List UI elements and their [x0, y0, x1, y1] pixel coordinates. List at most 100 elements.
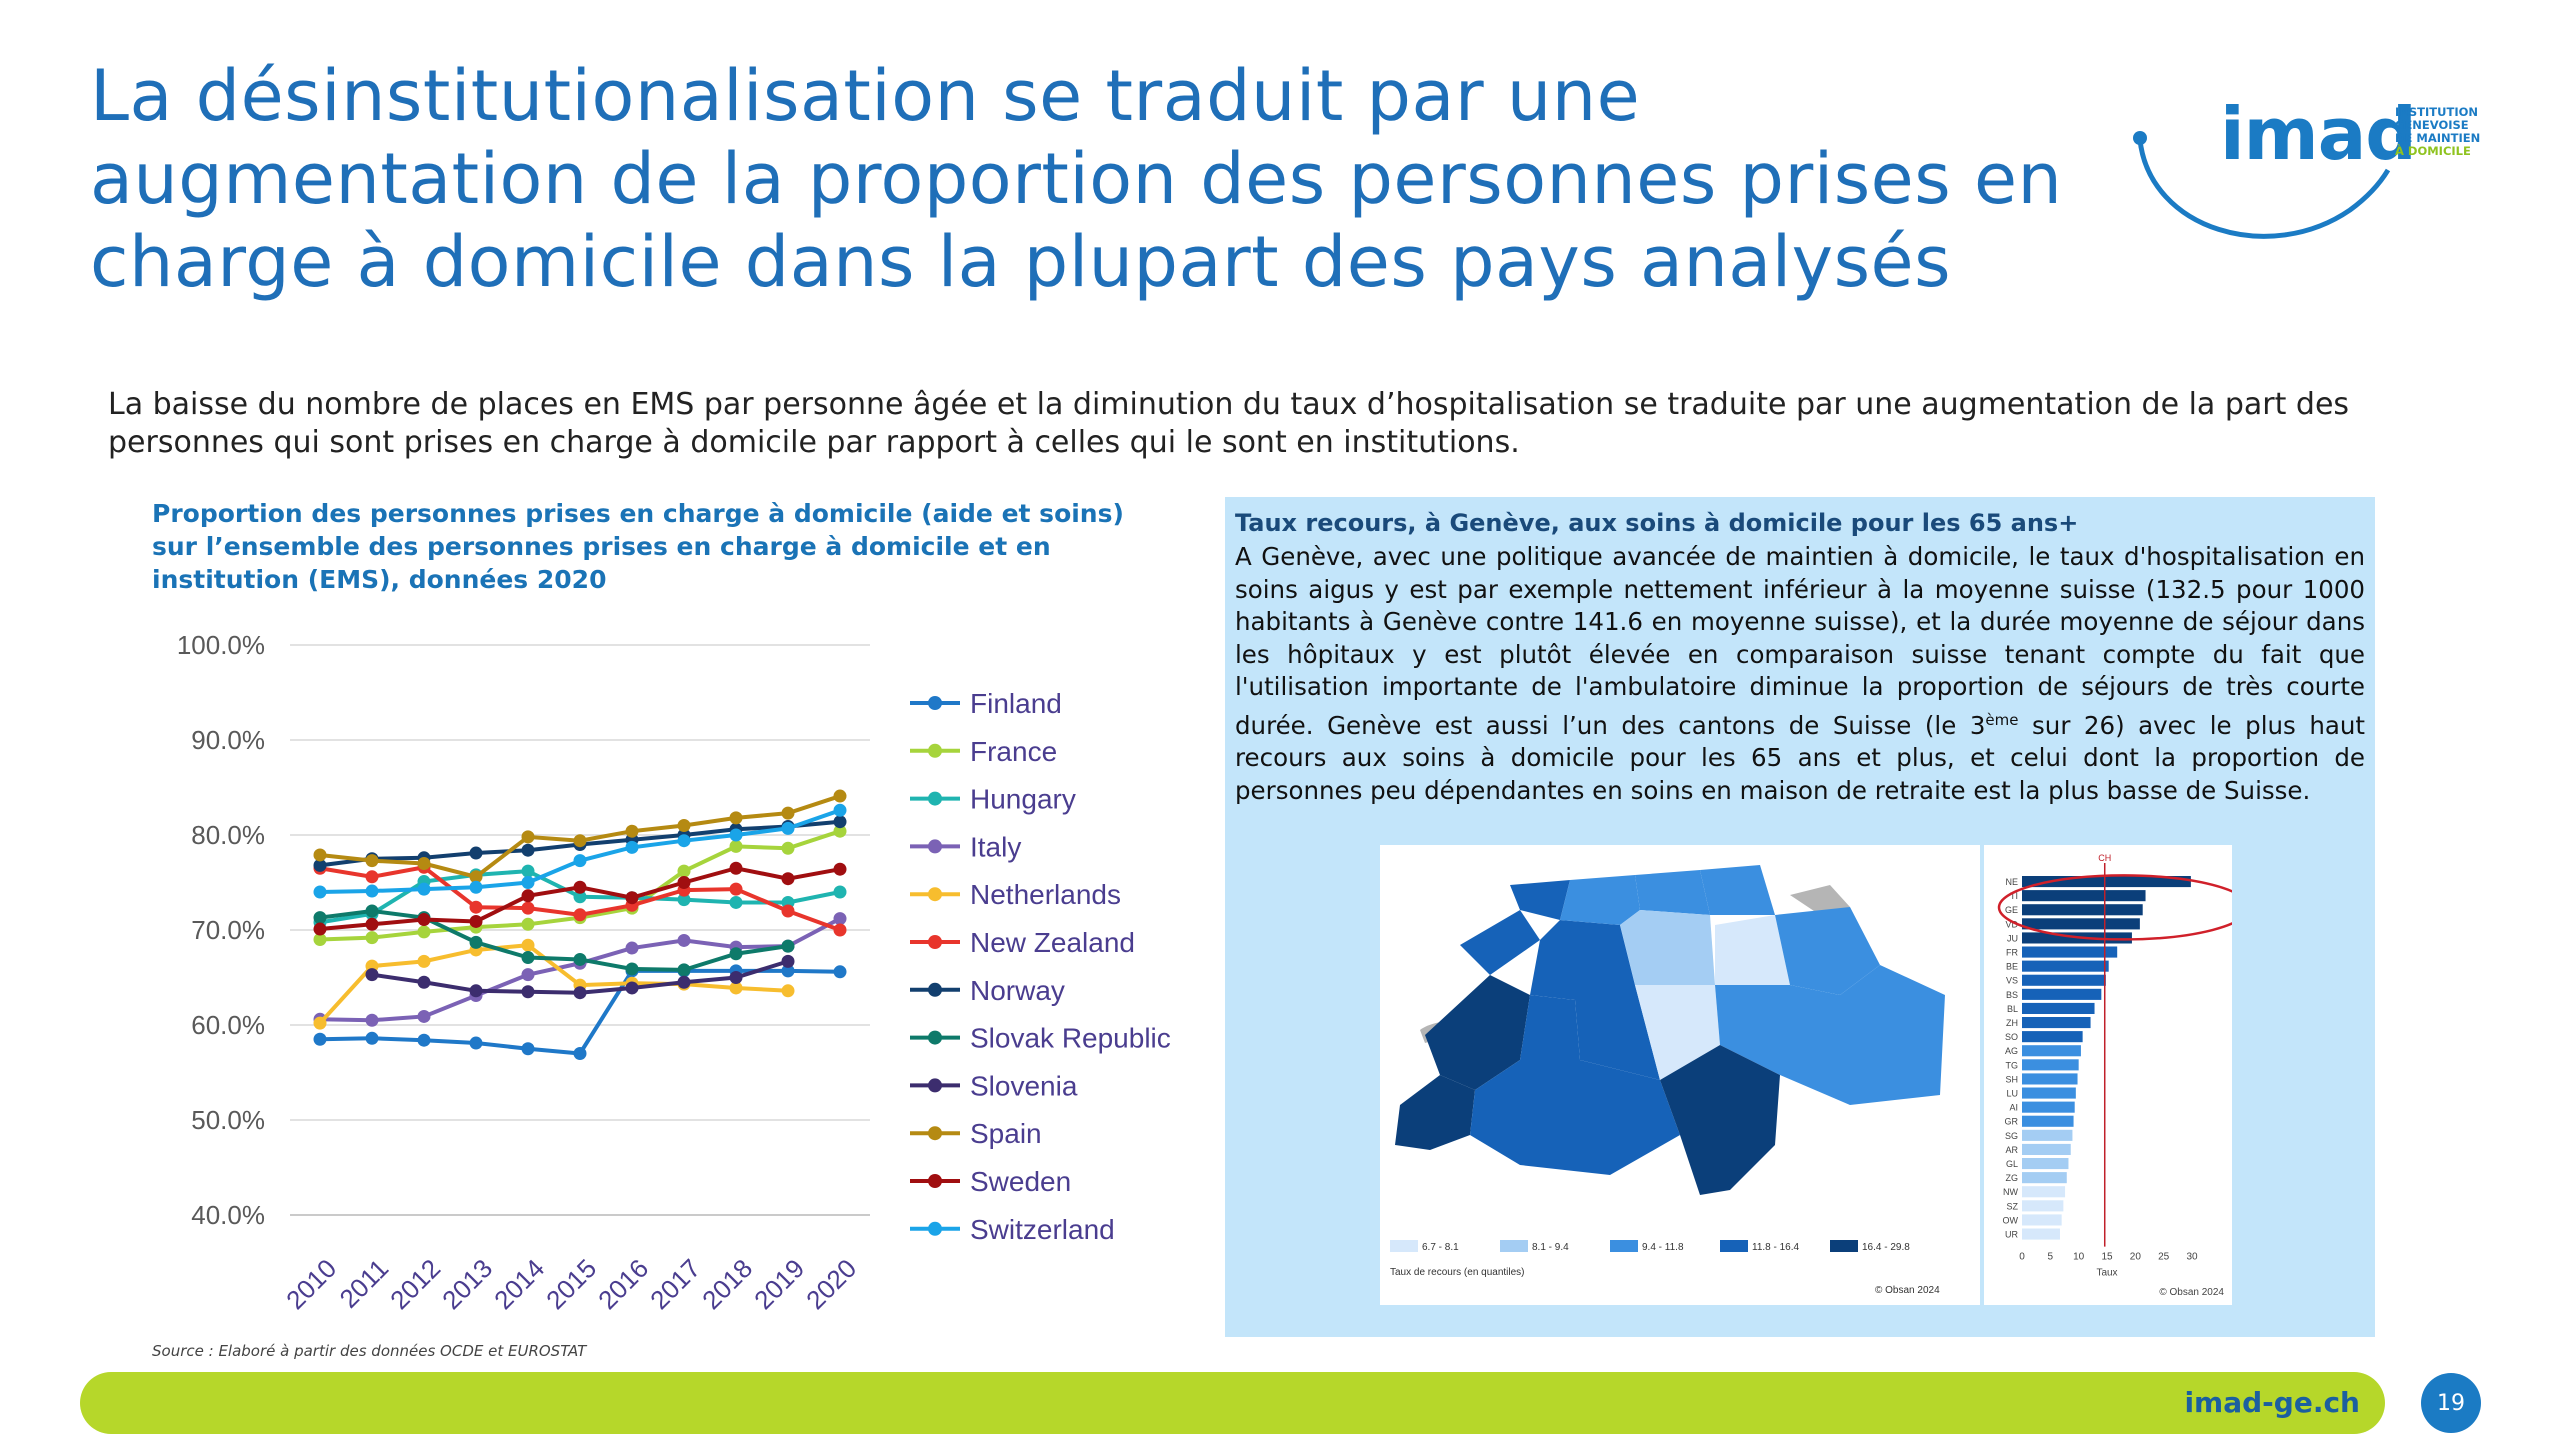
y-tick-label: 100.0%	[177, 630, 265, 660]
data-point	[521, 901, 535, 915]
legend-item: Sweden	[910, 1166, 1071, 1197]
data-point	[469, 1036, 483, 1050]
bar	[2022, 946, 2118, 958]
data-point	[417, 882, 431, 896]
y-tick-label: 60.0%	[191, 1010, 265, 1040]
map-credit: © Obsan 2024	[1875, 1285, 1940, 1296]
data-point	[521, 843, 535, 857]
imad-logo: imad INSTITUTION GENEVOISE DE MAINTIEN À…	[2120, 90, 2500, 265]
bar-category-label: SH	[2005, 1074, 2018, 1084]
data-point	[729, 811, 743, 825]
data-point	[365, 968, 379, 982]
legend-item: Hungary	[910, 784, 1076, 815]
data-point	[365, 931, 379, 945]
bar	[2022, 1059, 2079, 1071]
map-legend-swatch-2	[1500, 1240, 1528, 1252]
bar-x-tick: 25	[2158, 1252, 2170, 1263]
data-point	[833, 815, 847, 829]
legend-item: France	[910, 736, 1057, 767]
map-legend-title: Taux de recours (en quantiles)	[1390, 1267, 1525, 1278]
lake-constance	[1790, 885, 1850, 915]
bar	[2022, 988, 2102, 1000]
data-point	[625, 824, 639, 838]
data-point	[313, 848, 327, 862]
x-tick-label: 2013	[436, 1253, 498, 1315]
logo-wordmark: imad	[2220, 92, 2417, 176]
data-point	[313, 922, 327, 936]
bar-category-label: SO	[2005, 1032, 2018, 1042]
map-legend-label-5: 16.4 - 29.8	[1862, 1242, 1910, 1253]
bar-x-tick: 10	[2073, 1252, 2085, 1263]
canton-LU	[1620, 910, 1715, 985]
panel-title: Taux recours, à Genève, aux soins à domi…	[1235, 509, 2079, 537]
bar	[2022, 918, 2140, 930]
legend-item: Netherlands	[910, 879, 1121, 910]
bar-x-tick: 30	[2186, 1252, 2198, 1263]
data-point	[729, 981, 743, 995]
bar	[2022, 960, 2109, 972]
data-point	[365, 1031, 379, 1045]
bar	[2022, 1214, 2062, 1226]
bar-category-label: FR	[2006, 948, 2018, 958]
footer-bar: imad-ge.ch	[80, 1372, 2385, 1434]
legend-item: Switzerland	[910, 1214, 1115, 1245]
x-tick-label: 2014	[488, 1253, 550, 1315]
canton-NE	[1460, 910, 1540, 975]
bar	[2022, 974, 2106, 986]
map-legend-label-1: 6.7 - 8.1	[1422, 1242, 1459, 1253]
legend-label: Finland	[970, 688, 1062, 719]
logo-line-1: INSTITUTION	[2395, 105, 2479, 119]
bar-category-label: VD	[2005, 919, 2018, 929]
x-tick-label: 2018	[696, 1253, 758, 1315]
data-point	[833, 965, 847, 979]
legend-item: Italy	[910, 831, 1021, 862]
bar-category-label: NE	[2005, 877, 2018, 887]
y-tick-label: 90.0%	[191, 725, 265, 755]
map-legend-label-4: 11.8 - 16.4	[1752, 1242, 1800, 1253]
bar-category-label: GE	[2005, 905, 2018, 915]
footer-url[interactable]: imad-ge.ch	[2184, 1386, 2360, 1419]
map-legend-swatch-3	[1610, 1240, 1638, 1252]
data-point	[365, 854, 379, 868]
data-point	[521, 830, 535, 844]
data-point	[625, 891, 639, 905]
legend-item: Slovak Republic	[910, 1023, 1171, 1054]
panel-text-part2: sur 26) avec le plus haut recours aux so…	[1235, 710, 2365, 805]
y-tick-label: 50.0%	[191, 1105, 265, 1135]
series-netherlands	[313, 938, 795, 1030]
data-point	[313, 885, 327, 899]
data-point	[313, 1032, 327, 1046]
data-point	[417, 913, 431, 927]
legend-swatch-dot	[928, 839, 942, 854]
intro-text: La baisse du nombre de places en EMS par…	[108, 387, 2350, 460]
bar	[2022, 876, 2191, 888]
data-point	[781, 984, 795, 998]
x-tick-label: 2017	[644, 1253, 706, 1315]
bar-category-label: ZH	[2006, 1018, 2018, 1028]
legend-label: Norway	[970, 975, 1065, 1006]
bar	[2022, 1172, 2067, 1184]
bar	[2022, 890, 2146, 902]
data-point	[729, 861, 743, 875]
data-point	[521, 951, 535, 965]
bar-category-label: AR	[2005, 1145, 2018, 1155]
data-point	[625, 941, 639, 955]
bar	[2022, 1115, 2074, 1127]
data-point	[833, 862, 847, 876]
bar	[2022, 1031, 2083, 1043]
data-point	[521, 938, 535, 952]
legend-item: Spain	[910, 1118, 1042, 1149]
data-point	[833, 885, 847, 899]
canton-JU	[1510, 880, 1570, 920]
data-point	[625, 962, 639, 976]
bar-category-label: SG	[2005, 1131, 2018, 1141]
y-tick-label: 70.0%	[191, 915, 265, 945]
bar-category-label: GR	[2005, 1117, 2019, 1127]
data-point	[781, 904, 795, 918]
data-point	[573, 834, 587, 848]
data-point	[417, 925, 431, 939]
bar-category-label: OW	[2003, 1215, 2019, 1225]
data-point	[729, 839, 743, 853]
data-point	[365, 917, 379, 931]
canton-OW-NW-UR	[1635, 985, 1720, 1080]
